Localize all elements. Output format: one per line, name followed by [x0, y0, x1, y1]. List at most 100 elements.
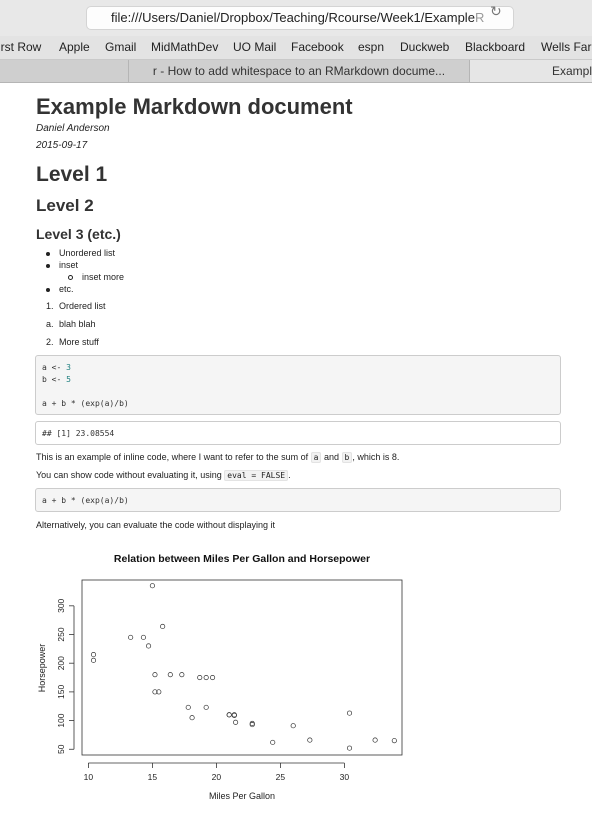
- scatter-point: [203, 704, 209, 710]
- bookmark-midmathdev[interactable]: MidMathDev: [151, 40, 219, 54]
- output-text: ## [1] 23.08554: [42, 429, 115, 438]
- bookmarks-bar: irst Row Apple Gmail MidMathDev UO Mail …: [0, 36, 592, 60]
- scatter-point: [249, 720, 255, 726]
- code-text: a + b * (exp(a)/b): [42, 496, 129, 505]
- y-tick-label: 200: [56, 656, 66, 670]
- x-axis-label: Miles Per Gallon: [209, 791, 275, 801]
- bookmark-wells-fargo[interactable]: Wells Farg: [541, 40, 592, 54]
- scatter-chart: Relation between Miles Per Gallon and Ho…: [37, 553, 403, 801]
- paragraph-text: , which is 8.: [352, 452, 400, 462]
- bookmark-first-row[interactable]: irst Row: [0, 40, 42, 54]
- x-tick-label: 20: [212, 772, 222, 782]
- bullet-icon: [46, 264, 50, 268]
- y-axis: 50 100 150 200 250 300: [56, 598, 75, 754]
- url-text: file:///Users/Daniel/Dropbox/Teaching/Rc…: [111, 10, 475, 25]
- bullet-icon: [46, 288, 50, 292]
- scatter-point: [233, 719, 239, 725]
- document-page: Example Markdown document Daniel Anderso…: [0, 83, 592, 814]
- data-points: [90, 583, 397, 751]
- scatter-point: [149, 583, 155, 589]
- paragraph-text: You can show code without evaluating it,…: [36, 470, 225, 480]
- tab-bar: r - How to add whitespace to an RMarkdow…: [0, 60, 592, 83]
- scatter-point: [146, 643, 152, 649]
- paragraph-text: .: [288, 470, 291, 480]
- scatter-point: [152, 672, 158, 678]
- list-item: etc.: [59, 284, 74, 294]
- scatter-point: [185, 704, 191, 710]
- paragraph-alternative: Alternatively, you can evaluate the code…: [36, 520, 275, 530]
- scatter-point: [90, 657, 97, 663]
- paragraph-text: This is an example of inline code, where…: [36, 452, 311, 462]
- inline-code: a: [310, 452, 322, 463]
- ordered-marker: 2.: [46, 337, 54, 347]
- bookmark-duckweb[interactable]: Duckweb: [400, 40, 450, 54]
- bullet-icon: [46, 252, 50, 256]
- list-item: inset: [59, 260, 79, 270]
- scatter-point: [346, 745, 353, 751]
- paragraph-eval: You can show code without evaluating it,…: [36, 470, 291, 481]
- ordered-item: Ordered list: [59, 301, 106, 311]
- x-tick-label: 25: [276, 772, 286, 782]
- paragraph-text: and: [321, 452, 342, 462]
- scatter-point: [160, 623, 166, 630]
- scatter-point: [128, 634, 134, 640]
- paragraph-inline-code: This is an example of inline code, where…: [36, 452, 400, 463]
- scatter-point: [152, 689, 158, 695]
- inline-code: b: [341, 452, 353, 463]
- bookmark-espn[interactable]: espn: [358, 40, 385, 54]
- x-tick-label: 10: [84, 772, 94, 782]
- scatter-point: [90, 652, 97, 658]
- code-number: 5: [66, 375, 71, 384]
- scatter-point: [197, 674, 203, 681]
- y-tick-label: 50: [56, 744, 66, 754]
- code-block: a <- 3 b <- 5 a + b * (exp(a)/b): [35, 355, 561, 415]
- code-number: 3: [66, 363, 71, 372]
- bookmark-blackboard[interactable]: Blackboard: [465, 40, 526, 54]
- scatter-point: [167, 672, 173, 678]
- bookmark-uo-mail[interactable]: UO Mail: [233, 40, 277, 54]
- x-tick-label: 30: [340, 772, 350, 782]
- y-tick-label: 250: [56, 627, 66, 641]
- y-axis-label: Horsepower: [37, 644, 47, 693]
- ordered-marker: a.: [46, 319, 54, 329]
- list-item: Unordered list: [59, 248, 116, 258]
- bookmark-apple[interactable]: Apple: [59, 40, 90, 54]
- scatter-point: [179, 672, 185, 678]
- scatter-point: [203, 674, 209, 681]
- page-title: Example Markdown document: [36, 94, 353, 119]
- code-block-2: a + b * (exp(a)/b): [35, 488, 561, 512]
- scatter-point: [231, 712, 237, 718]
- code-text: a + b * (exp(a)/b): [42, 399, 129, 408]
- scatter-point: [140, 634, 146, 640]
- scatter-point: [307, 737, 313, 743]
- author: Daniel Anderson: [36, 123, 110, 134]
- tab-example[interactable]: Exampl: [469, 60, 592, 82]
- ordered-item: More stuff: [59, 337, 99, 347]
- code-text: a <-: [42, 363, 67, 372]
- list-item: inset more: [82, 272, 125, 282]
- tab-label: r - How to add whitespace to an RMarkdow…: [152, 64, 446, 78]
- tab-stackoverflow[interactable]: r - How to add whitespace to an RMarkdow…: [128, 60, 469, 82]
- bookmark-facebook[interactable]: Facebook: [291, 40, 344, 54]
- scatter-point: [270, 739, 276, 745]
- date: 2015-09-17: [36, 140, 88, 151]
- scatter-point: [372, 737, 378, 743]
- bookmark-gmail[interactable]: Gmail: [105, 40, 137, 54]
- scatter-point: [210, 674, 216, 681]
- x-tick-label: 15: [148, 772, 158, 782]
- ordered-marker: 1.: [46, 301, 54, 311]
- scatter-point: [290, 723, 296, 729]
- tab-label: Exampl: [552, 64, 592, 78]
- scatter-point: [391, 738, 397, 744]
- chart-title: Relation between Miles Per Gallon and Ho…: [114, 553, 370, 565]
- y-tick-label: 100: [56, 713, 66, 727]
- ordered-item: blah blah: [59, 319, 96, 329]
- heading-level-3: Level 3 (etc.): [36, 226, 121, 242]
- scatter-point: [156, 689, 162, 695]
- code-text: b <-: [42, 375, 67, 384]
- url-field[interactable]: file:///Users/Daniel/Dropbox/Teaching/Rc…: [86, 6, 514, 30]
- plot-frame: [81, 579, 403, 756]
- reload-icon[interactable]: ↻: [490, 3, 502, 19]
- heading-level-1: Level 1: [36, 163, 108, 186]
- circle-bullet-icon: [68, 275, 73, 280]
